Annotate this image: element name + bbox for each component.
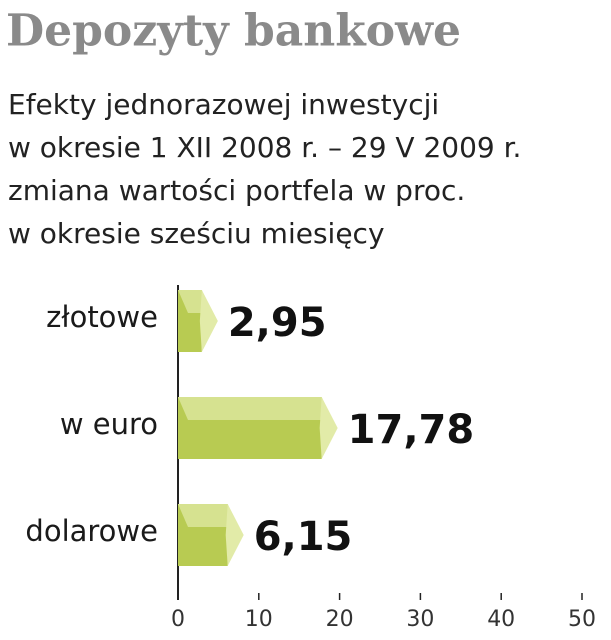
subtitle-line: w okresie sześciu miesięcy <box>8 217 385 250</box>
bar-top <box>178 504 238 527</box>
x-tick-label: 50 <box>568 607 596 632</box>
x-tick-label: 40 <box>487 607 515 632</box>
category-label: złotowe <box>46 300 158 334</box>
x-tick-label: 10 <box>245 607 273 632</box>
x-tick-label: 20 <box>326 607 354 632</box>
bar-end <box>225 504 244 566</box>
x-tick-label: 30 <box>406 607 434 632</box>
x-tick-label: 0 <box>171 607 185 632</box>
bar-end <box>319 397 338 459</box>
category-label: dolarowe <box>25 514 158 548</box>
chart-title: Depozyty bankowe <box>6 6 461 57</box>
value-label: 17,78 <box>348 407 475 453</box>
subtitle-line: zmiana wartości portfela w proc. <box>8 174 465 207</box>
subtitle-line: w okresie 1 XII 2008 r. – 29 V 2009 r. <box>8 131 521 164</box>
bar-top <box>178 397 332 420</box>
subtitle-line: Efekty jednorazowej inwestycji <box>8 88 439 121</box>
value-label: 2,95 <box>228 300 327 346</box>
bar-end <box>199 290 218 352</box>
value-label: 6,15 <box>254 514 353 560</box>
category-label: w euro <box>60 407 158 441</box>
